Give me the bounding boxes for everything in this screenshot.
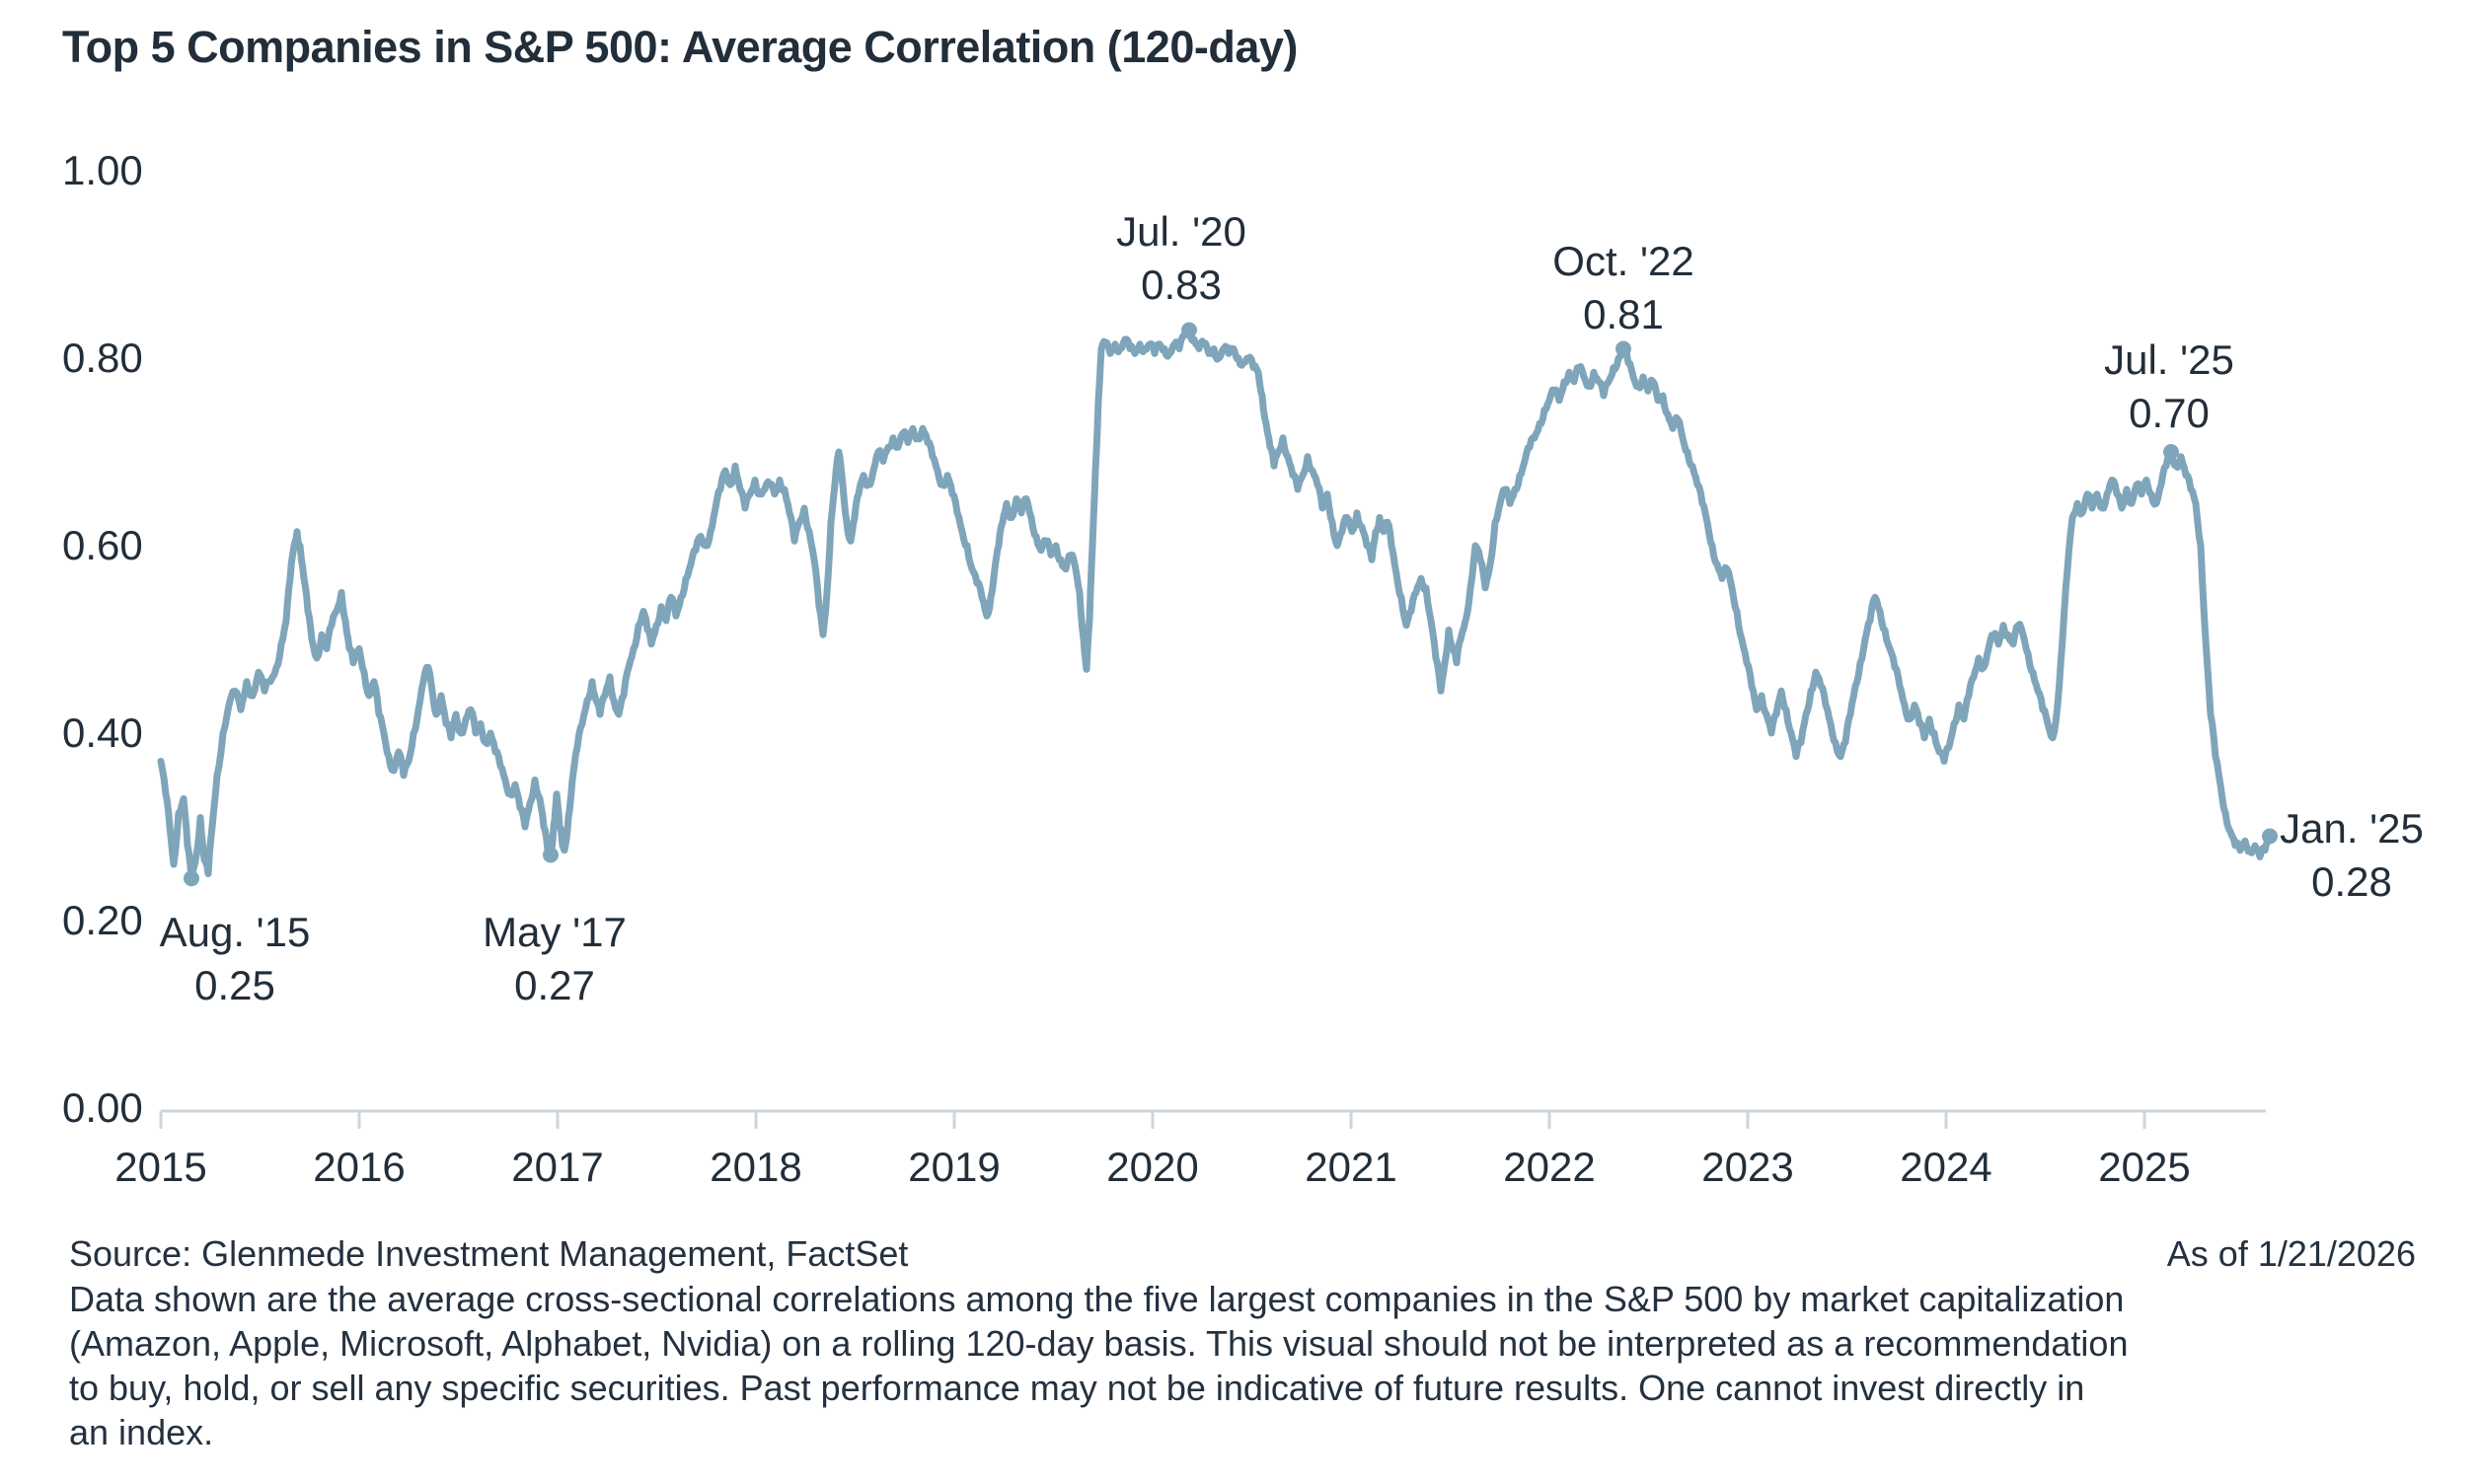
annotation-marker-dot — [2262, 828, 2278, 845]
y-axis-tick-label: 0.60 — [62, 522, 143, 568]
disclosure-line: Data shown are the average cross-section… — [69, 1279, 2125, 1319]
x-axis-tick-label: 2015 — [114, 1144, 207, 1190]
disclosure-text: Data shown are the average cross-section… — [69, 1277, 2128, 1454]
annotation-marker-dot — [1181, 322, 1197, 338]
x-axis-tick-label: 2024 — [1900, 1144, 1992, 1190]
annotation-oct-22: Oct. '22 0.81 — [1552, 235, 1693, 341]
disclosure-line: an index. — [69, 1412, 214, 1452]
x-axis-tick-label: 2020 — [1106, 1144, 1199, 1190]
annotation-may-17: May '17 0.27 — [483, 906, 627, 1012]
x-axis-tick-label: 2017 — [511, 1144, 604, 1190]
annotation-jul-25: Jul. '25 0.70 — [2104, 334, 2234, 440]
annotation-date: May '17 — [483, 909, 627, 955]
disclosure-line: (Amazon, Apple, Microsoft, Alphabet, Nvi… — [69, 1323, 2129, 1364]
annotation-date: Oct. '22 — [1552, 238, 1694, 284]
disclosure-line: to buy, hold, or sell any specific secur… — [69, 1368, 2085, 1408]
y-axis-tick-label: 0.20 — [62, 897, 143, 943]
annotation-marker-dot — [184, 870, 199, 887]
chart-title: Top 5 Companies in S&P 500: Average Corr… — [62, 22, 1298, 72]
as-of-date: As of 1/21/2026 — [2166, 1233, 2416, 1274]
x-axis-tick-label: 2016 — [313, 1144, 406, 1190]
correlation-series-line — [157, 327, 2274, 882]
annotation-value: 0.70 — [2129, 390, 2210, 436]
x-axis-tick-label: 2018 — [710, 1144, 802, 1190]
x-axis-tick-label: 2021 — [1305, 1144, 1397, 1190]
annotation-jul-20: Jul. '20 0.83 — [1116, 205, 1246, 312]
y-axis-tick-label: 0.80 — [62, 334, 143, 381]
annotation-date: Jul. '20 — [1116, 208, 1246, 255]
source-note: Source: Glenmede Investment Management, … — [69, 1233, 909, 1274]
x-axis-tick-label: 2023 — [1701, 1144, 1794, 1190]
y-axis-tick-label: 0.40 — [62, 709, 143, 756]
annotation-value: 0.27 — [514, 962, 595, 1008]
y-axis-tick-label: 1.00 — [62, 147, 143, 193]
x-axis-tick-label: 2019 — [908, 1144, 1001, 1190]
x-axis-tick-label: 2025 — [2098, 1144, 2191, 1190]
annotation-marker-dot — [543, 847, 559, 863]
annotation-value: 0.83 — [1141, 261, 1222, 308]
annotation-marker-dot — [1615, 340, 1631, 357]
annotation-value: 0.28 — [2311, 858, 2392, 905]
annotation-value: 0.81 — [1583, 291, 1664, 337]
annotation-value: 0.25 — [194, 962, 275, 1008]
annotation-aug-15: Aug. '15 0.25 — [160, 906, 311, 1012]
annotation-date: Aug. '15 — [159, 909, 311, 955]
annotation-marker-dot — [2163, 444, 2179, 460]
annotation-date: Jul. '25 — [2104, 336, 2234, 383]
y-axis-tick-label: 0.00 — [62, 1084, 143, 1131]
annotation-date: Jan. '25 — [2280, 805, 2424, 852]
x-axis-tick-label: 2022 — [1503, 1144, 1596, 1190]
annotation-jan-25: Jan. '25 0.28 — [2280, 802, 2424, 909]
